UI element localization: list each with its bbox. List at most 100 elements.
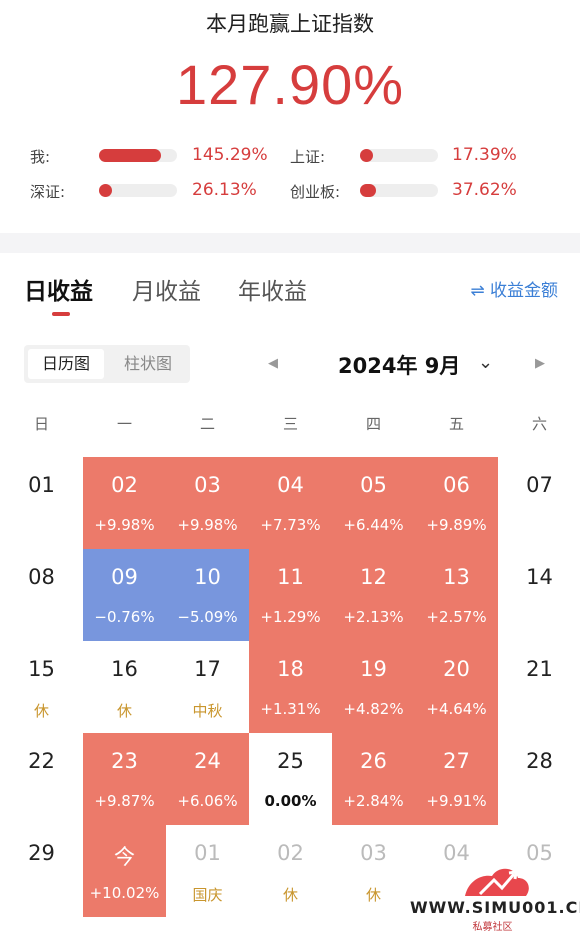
tab-daily[interactable]: 日收益 bbox=[24, 279, 93, 305]
comparison-sz-label: 深证: bbox=[30, 183, 66, 201]
calendar-day-return: 国庆 bbox=[192, 886, 223, 904]
comparison-cyb-label: 创业板: bbox=[290, 183, 341, 201]
view-bar-button[interactable]: 柱状图 bbox=[123, 354, 172, 373]
calendar-day-return: +2.57% bbox=[426, 608, 487, 626]
weekday-label: 六 bbox=[531, 415, 547, 433]
comparison-sh-label: 上证: bbox=[290, 148, 326, 166]
tab-active-indicator bbox=[52, 312, 70, 316]
calendar-day[interactable]: 04 +7.73% bbox=[249, 457, 332, 549]
calendar-day[interactable]: 23 +9.87% bbox=[83, 733, 166, 825]
calendar-day[interactable]: 29 bbox=[0, 825, 83, 917]
comparison-me-value: 145.29% bbox=[192, 145, 268, 165]
calendar-day-return: +6.44% bbox=[343, 516, 404, 534]
comparison-sh-bar bbox=[360, 149, 438, 162]
calendar-day[interactable]: 13 +2.57% bbox=[415, 549, 498, 641]
calendar-day-number: 20 bbox=[443, 657, 470, 681]
watermark-subtext: 私募社区 bbox=[472, 922, 513, 933]
outperform-value: 127.90% bbox=[175, 53, 405, 116]
calendar-day[interactable]: 28 bbox=[498, 733, 580, 825]
calendar-day-number: 01 bbox=[194, 841, 221, 865]
comparison-cyb-bar bbox=[360, 184, 438, 197]
view-calendar-button[interactable]: 日历图 bbox=[28, 349, 104, 379]
calendar-day[interactable]: 05 bbox=[498, 825, 580, 917]
calendar-day[interactable]: 07 bbox=[498, 457, 580, 549]
calendar-day-number: 03 bbox=[360, 841, 387, 865]
calendar-day[interactable]: 26 +2.84% bbox=[332, 733, 415, 825]
calendar-day[interactable]: 10 −5.09% bbox=[166, 549, 249, 641]
calendar-day[interactable]: 21 bbox=[498, 641, 580, 733]
calendar-day-return: +9.98% bbox=[177, 516, 238, 534]
calendar-day-number: 06 bbox=[443, 473, 470, 497]
calendar-day[interactable]: 17 中秋 bbox=[166, 641, 249, 733]
calendar-day[interactable]: 19 +4.82% bbox=[332, 641, 415, 733]
calendar-day-number: 15 bbox=[28, 657, 55, 681]
calendar-day-number: 17 bbox=[194, 657, 221, 681]
calendar-day-number: 21 bbox=[526, 657, 553, 681]
calendar-day[interactable]: 05 +6.44% bbox=[332, 457, 415, 549]
calendar-day-number: 28 bbox=[526, 749, 553, 773]
calendar-day[interactable]: 11 +1.29% bbox=[249, 549, 332, 641]
calendar-day-return: +2.13% bbox=[343, 608, 404, 626]
calendar-day-number: 19 bbox=[360, 657, 387, 681]
calendar-day-number: 27 bbox=[443, 749, 470, 773]
calendar-day-return: +4.64% bbox=[426, 700, 487, 718]
calendar-day[interactable]: 14 bbox=[498, 549, 580, 641]
calendar-day-number: 04 bbox=[443, 841, 470, 865]
weekday-label: 一 bbox=[116, 415, 132, 433]
weekday-label: 四 bbox=[365, 415, 381, 433]
comparison-cyb-value: 37.62% bbox=[452, 180, 517, 200]
calendar-day[interactable]: 24 +6.06% bbox=[166, 733, 249, 825]
calendar-day-number: 16 bbox=[111, 657, 138, 681]
calendar-day-number: 今 bbox=[114, 845, 135, 869]
calendar-day-number: 10 bbox=[194, 565, 221, 589]
watermark-text: WWW.SIMU001.CN bbox=[410, 898, 580, 917]
calendar-day-number: 18 bbox=[277, 657, 304, 681]
calendar-day[interactable]: 02 +9.98% bbox=[83, 457, 166, 549]
view-switch: 日历图 柱状图 bbox=[24, 345, 190, 383]
chevron-down-icon[interactable]: ⌄ bbox=[478, 352, 494, 373]
calendar-day[interactable]: 16 休 bbox=[83, 641, 166, 733]
comparison-me-fill bbox=[99, 149, 161, 162]
calendar-day-return: +6.06% bbox=[177, 792, 238, 810]
calendar-day-return: 休 bbox=[33, 702, 49, 720]
calendar-day-number: 26 bbox=[360, 749, 387, 773]
comparison-me-bar bbox=[99, 149, 177, 162]
tab-monthly[interactable]: 月收益 bbox=[132, 279, 201, 305]
calendar-day-return: +9.91% bbox=[426, 792, 487, 810]
calendar-day[interactable]: 01 bbox=[0, 457, 83, 549]
calendar-day[interactable]: 25 0.00% bbox=[249, 733, 332, 825]
calendar-day[interactable]: 08 bbox=[0, 549, 83, 641]
prev-month-icon[interactable]: ◀ bbox=[268, 356, 278, 371]
calendar-day-return: +10.02% bbox=[89, 884, 160, 902]
calendar-day[interactable]: 27 +9.91% bbox=[415, 733, 498, 825]
calendar-day-return: +9.89% bbox=[426, 516, 487, 534]
weekday-label: 三 bbox=[282, 415, 298, 433]
calendar-day[interactable]: 22 bbox=[0, 733, 83, 825]
calendar-day[interactable]: 04 bbox=[415, 825, 498, 917]
calendar-day[interactable]: 01 国庆 bbox=[166, 825, 249, 917]
calendar-day[interactable]: 09 −0.76% bbox=[83, 549, 166, 641]
calendar-day[interactable]: 12 +2.13% bbox=[332, 549, 415, 641]
calendar-day-return: −0.76% bbox=[94, 608, 155, 626]
calendar-day[interactable]: 06 +9.89% bbox=[415, 457, 498, 549]
calendar-day-number: 08 bbox=[28, 565, 55, 589]
calendar-day[interactable]: 15 休 bbox=[0, 641, 83, 733]
calendar-day-number: 09 bbox=[111, 565, 138, 589]
calendar-day[interactable]: 03 休 bbox=[332, 825, 415, 917]
calendar-day[interactable]: 18 +1.31% bbox=[249, 641, 332, 733]
calendar-day-number: 04 bbox=[277, 473, 304, 497]
calendar-day[interactable]: 02 休 bbox=[249, 825, 332, 917]
calendar-day-return: 休 bbox=[282, 886, 298, 904]
calendar-day[interactable]: 今 +10.02% bbox=[83, 825, 166, 917]
calendar-day-return: 休 bbox=[116, 702, 132, 720]
toggle-amount-button[interactable]: ⇌ 收益金额 bbox=[470, 281, 558, 301]
comparison-cyb-fill bbox=[360, 184, 376, 197]
comparison-sh-fill bbox=[360, 149, 373, 162]
calendar-day-number: 22 bbox=[28, 749, 55, 773]
tab-yearly[interactable]: 年收益 bbox=[238, 279, 307, 305]
month-label[interactable]: 2024年 9月 bbox=[338, 354, 461, 378]
next-month-icon[interactable]: ▶ bbox=[535, 356, 545, 371]
calendar-day[interactable]: 20 +4.64% bbox=[415, 641, 498, 733]
calendar-day[interactable]: 03 +9.98% bbox=[166, 457, 249, 549]
calendar-day-number: 24 bbox=[194, 749, 221, 773]
